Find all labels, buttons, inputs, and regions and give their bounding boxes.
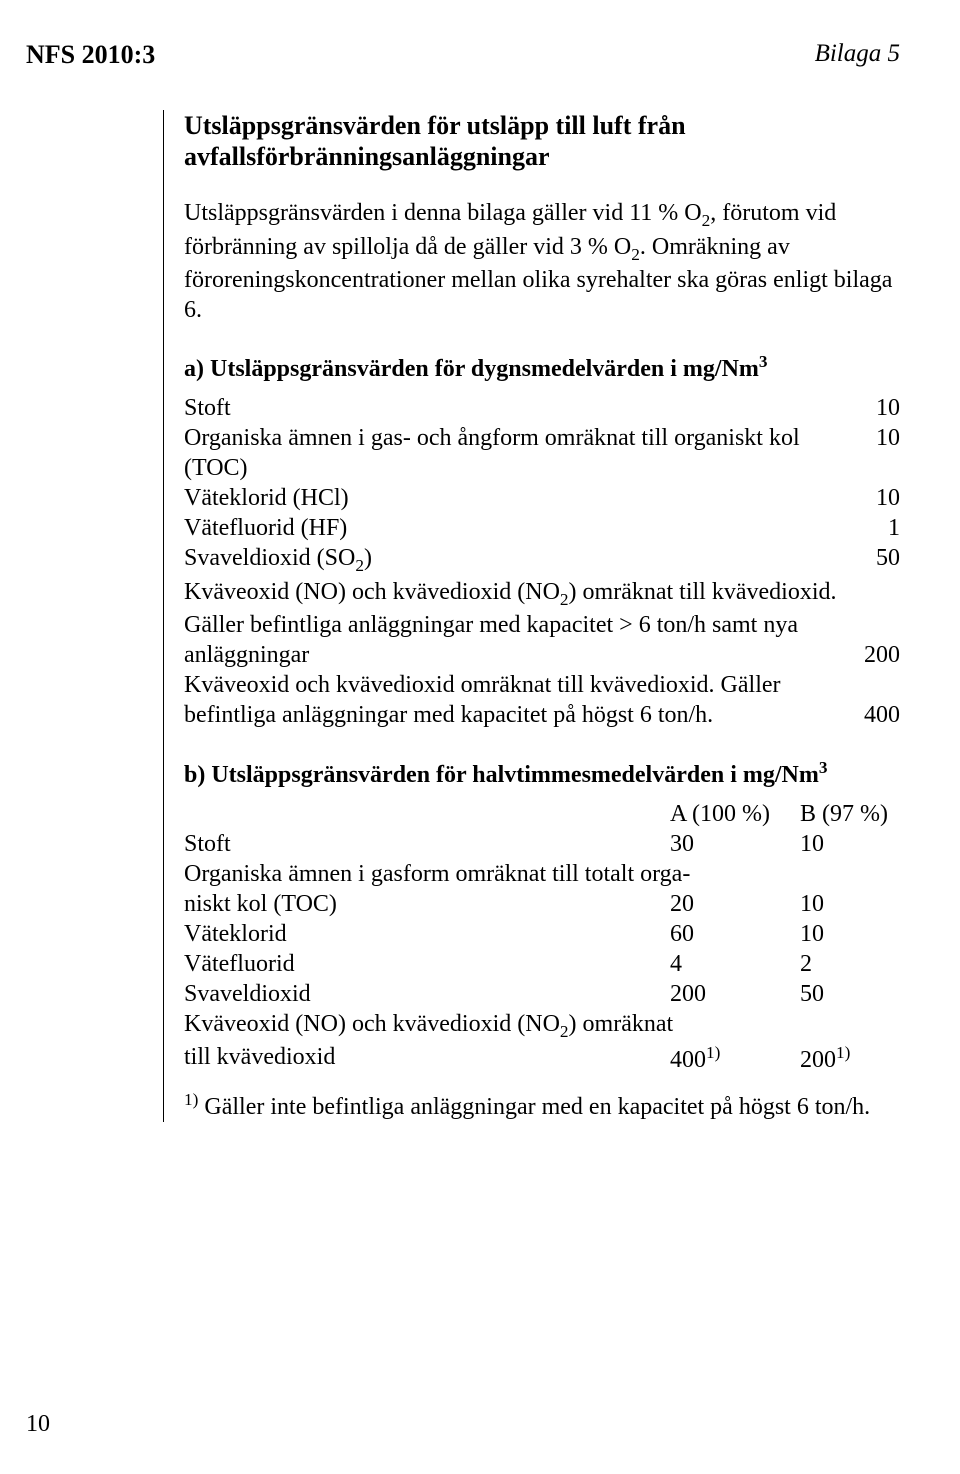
table-row: Svaveldioxid 200 50 — [184, 979, 900, 1009]
noxb-post: ) omräknat — [569, 1011, 674, 1037]
value-b: 50 — [800, 979, 900, 1009]
substance-value: 10 — [855, 423, 900, 483]
substance-label: Vätefluorid (HF) — [184, 513, 855, 543]
noxb-b-val: 200 — [800, 1047, 836, 1073]
nox1-line3-value: 200 — [855, 640, 900, 670]
footnote-body: Gäller inte befintliga anläggningar med … — [198, 1094, 870, 1120]
so2-pre: Svaveldioxid (SO — [184, 545, 355, 571]
nox-block-1: Kväveoxid (NO) och kvävedioxid (NO2) omr… — [184, 577, 900, 670]
substance-label: Organiska ämnen i gas- och ångform omräk… — [184, 423, 855, 483]
table-row: Vätefluorid 4 2 — [184, 949, 900, 979]
value-b: 10 — [800, 919, 900, 949]
table-row: Väteklorid 60 10 — [184, 919, 900, 949]
toc-line2-label: niskt kol (TOC) — [184, 889, 670, 919]
section-a-heading-sup: 3 — [759, 352, 768, 371]
section-a-list: Stoft 10 Organiska ämnen i gas- och ångf… — [184, 393, 900, 730]
value-a: 30 — [670, 829, 800, 859]
document-title: Utsläppsgränsvärden för utsläpp till luf… — [184, 110, 900, 172]
substance-label: Stoft — [184, 829, 670, 859]
substance-value: 10 — [855, 393, 900, 423]
so2-post: ) — [364, 545, 372, 571]
substance-value: 50 — [855, 543, 900, 576]
doc-code: NFS 2010:3 — [26, 40, 155, 70]
substance-value: 1 — [855, 513, 900, 543]
table-row: anläggningar 200 — [184, 640, 900, 670]
noxb-line1: Kväveoxid (NO) och kvävedioxid (NO2) omr… — [184, 1009, 900, 1042]
section-b-heading-sup: 3 — [819, 758, 828, 777]
nox1-pre: Kväveoxid (NO) och kvävedioxid (NO — [184, 579, 560, 605]
nox1-line1: Kväveoxid (NO) och kvävedioxid (NO2) omr… — [184, 577, 900, 610]
substance-label: Svaveldioxid (SO2) — [184, 543, 855, 576]
nox2-line2-value: 400 — [855, 700, 900, 730]
value-b: 10 — [800, 829, 900, 859]
nox-block-2: Kväveoxid och kvävedioxid omräknat till … — [184, 670, 900, 730]
value-a: 60 — [670, 919, 800, 949]
substance-label: Väteklorid — [184, 919, 670, 949]
table-row: Vätefluorid (HF) 1 — [184, 513, 900, 543]
section-b-heading-text: b) Utsläppsgränsvärden för halvtimmesmed… — [184, 762, 819, 788]
table-row: Svaveldioxid (SO2) 50 — [184, 543, 900, 576]
value-b: 2001) — [800, 1042, 900, 1075]
substance-label: Väteklorid (HCl) — [184, 483, 855, 513]
value-b: 10 — [800, 889, 900, 919]
table-row: Stoft 30 10 — [184, 829, 900, 859]
substance-label: Stoft — [184, 393, 855, 423]
nox1-post: ) omräknat till kvävedioxid. — [569, 579, 837, 605]
noxb-pre: Kväveoxid (NO) och kvävedioxid (NO — [184, 1011, 560, 1037]
value-b: 2 — [800, 949, 900, 979]
table-row: Organiska ämnen i gas- och ångform omräk… — [184, 423, 900, 483]
intro-sub1: 2 — [702, 211, 711, 230]
table-row: niskt kol (TOC) 20 10 — [184, 889, 900, 919]
column-b-header: B (97 %) — [800, 799, 900, 829]
nox2-line2-label: befintliga anläggningar med kapacitet på… — [184, 700, 855, 730]
value-a: 20 — [670, 889, 800, 919]
substance-value: 10 — [855, 483, 900, 513]
substance-label: Svaveldioxid — [184, 979, 670, 1009]
nox-b-block: Kväveoxid (NO) och kvävedioxid (NO2) omr… — [184, 1009, 900, 1075]
noxb-b-sup: 1) — [836, 1043, 850, 1062]
value-a: 4 — [670, 949, 800, 979]
footnote-sup: 1) — [184, 1090, 198, 1109]
table-row: befintliga anläggningar med kapacitet på… — [184, 700, 900, 730]
nox1-line2: Gäller befintliga anläggningar med kapac… — [184, 610, 900, 640]
noxb-sub: 2 — [560, 1022, 569, 1041]
column-a-header: A (100 %) — [670, 799, 800, 829]
noxb-line2-label: till kvävedioxid — [184, 1042, 670, 1075]
section-b-table: A (100 %) B (97 %) Stoft 30 10 Organiska… — [184, 799, 900, 1075]
value-a: 200 — [670, 979, 800, 1009]
table-header-row: A (100 %) B (97 %) — [184, 799, 900, 829]
appendix-label: Bilaga 5 — [815, 40, 900, 70]
nox1-sub: 2 — [560, 589, 569, 608]
toc-line1: Organiska ämnen i gasform omräknat till … — [184, 859, 900, 889]
nox1-line3-label: anläggningar — [184, 640, 855, 670]
section-a-heading: a) Utsläppsgränsvärden för dygnsmedelvär… — [184, 352, 900, 383]
page-header: NFS 2010:3 Bilaga 5 — [20, 40, 900, 70]
noxb-a-val: 400 — [670, 1047, 706, 1073]
empty-header — [184, 799, 670, 829]
intro-part1: Utsläppsgränsvärden i denna bilaga gälle… — [184, 200, 702, 226]
noxb-a-sup: 1) — [706, 1043, 720, 1062]
nox2-line1: Kväveoxid och kvävedioxid omräknat till … — [184, 670, 900, 700]
toc-block: Organiska ämnen i gasform omräknat till … — [184, 859, 900, 919]
substance-label: Vätefluorid — [184, 949, 670, 979]
table-row: Väteklorid (HCl) 10 — [184, 483, 900, 513]
intro-paragraph: Utsläppsgränsvärden i denna bilaga gälle… — [184, 198, 900, 325]
value-a: 4001) — [670, 1042, 800, 1075]
main-content: Utsläppsgränsvärden för utsläpp till luf… — [163, 110, 900, 1122]
table-row: Stoft 10 — [184, 393, 900, 423]
table-row: till kvävedioxid 4001) 2001) — [184, 1042, 900, 1075]
intro-sub2: 2 — [631, 245, 640, 264]
page-number: 10 — [26, 1411, 50, 1438]
section-a-heading-text: a) Utsläppsgränsvärden för dygnsmedelvär… — [184, 356, 759, 382]
footnote: 1) Gäller inte befintliga anläggningar m… — [184, 1089, 900, 1122]
so2-sub: 2 — [355, 556, 364, 575]
section-b-heading: b) Utsläppsgränsvärden för halvtimmesmed… — [184, 758, 900, 789]
